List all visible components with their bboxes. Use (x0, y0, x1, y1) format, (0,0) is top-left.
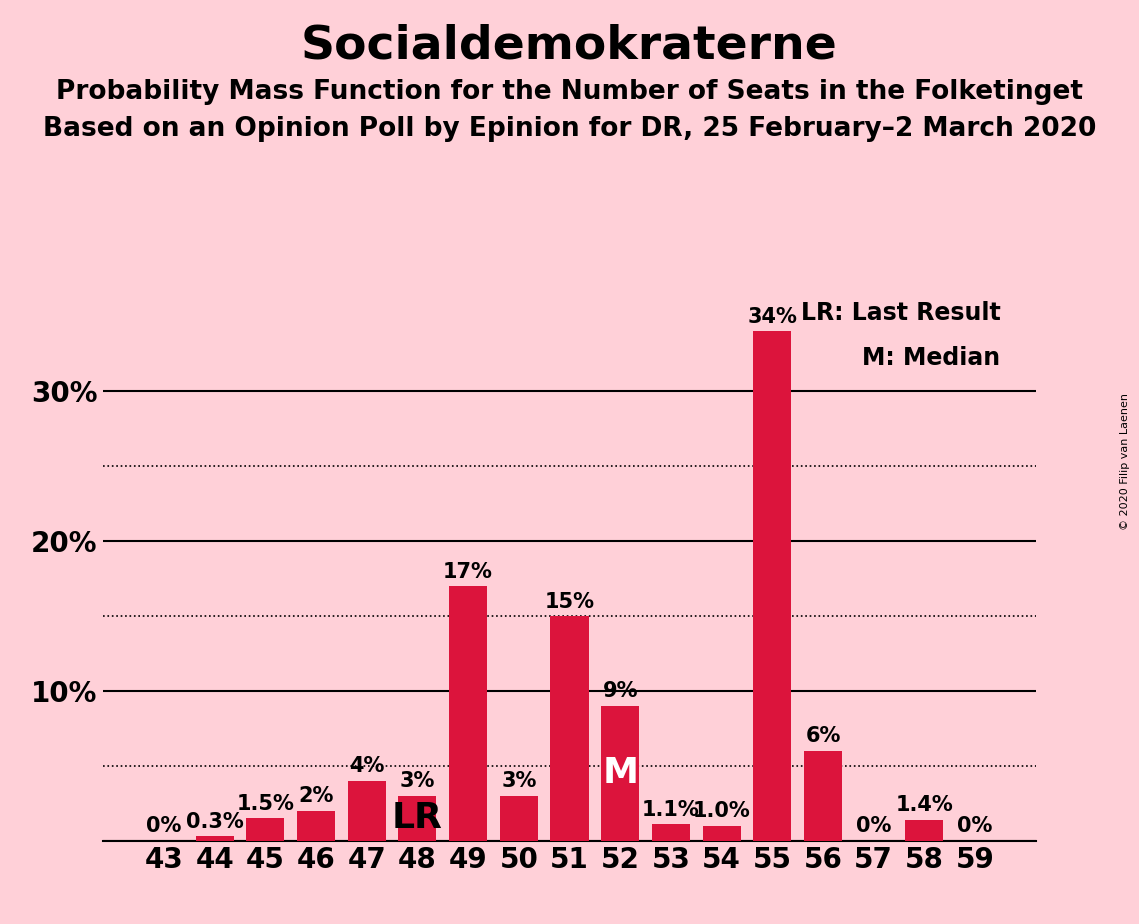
Bar (399, 796, 436, 841)
Bar (246, 819, 285, 841)
Text: 0.3%: 0.3% (186, 812, 244, 832)
Text: Probability Mass Function for the Number of Seats in the Folketinget: Probability Mass Function for the Number… (56, 79, 1083, 104)
Text: © 2020 Filip van Laenen: © 2020 Filip van Laenen (1120, 394, 1130, 530)
Text: Based on an Opinion Poll by Epinion for DR, 25 February–2 March 2020: Based on an Opinion Poll by Epinion for … (43, 116, 1096, 141)
Text: M: Median: M: Median (862, 346, 1000, 371)
Bar (601, 706, 639, 841)
Bar (196, 836, 233, 841)
Text: 3%: 3% (400, 772, 435, 791)
Text: 2%: 2% (298, 786, 334, 807)
Bar (297, 811, 335, 841)
Text: 17%: 17% (443, 562, 493, 581)
Bar (347, 781, 386, 841)
Bar (500, 796, 538, 841)
Text: 0%: 0% (855, 816, 892, 836)
Text: 1.4%: 1.4% (895, 796, 953, 815)
Bar (703, 826, 740, 841)
Bar (652, 824, 690, 841)
Bar (449, 586, 487, 841)
Text: 1.5%: 1.5% (237, 794, 294, 814)
Text: 4%: 4% (349, 757, 385, 776)
Text: 1.0%: 1.0% (693, 801, 751, 821)
Text: 9%: 9% (603, 682, 638, 701)
Text: 6%: 6% (805, 726, 841, 747)
Bar (906, 820, 943, 841)
Text: 1.1%: 1.1% (642, 800, 699, 820)
Bar (753, 332, 792, 841)
Text: 15%: 15% (544, 591, 595, 612)
Bar (550, 616, 589, 841)
Text: LR: LR (392, 801, 443, 835)
Bar (804, 751, 842, 841)
Text: M: M (603, 757, 638, 790)
Text: 34%: 34% (747, 307, 797, 327)
Text: 0%: 0% (146, 816, 181, 836)
Text: 0%: 0% (958, 816, 993, 836)
Text: 3%: 3% (501, 772, 536, 791)
Text: LR: Last Result: LR: Last Result (801, 301, 1000, 325)
Text: Socialdemokraterne: Socialdemokraterne (301, 23, 838, 68)
